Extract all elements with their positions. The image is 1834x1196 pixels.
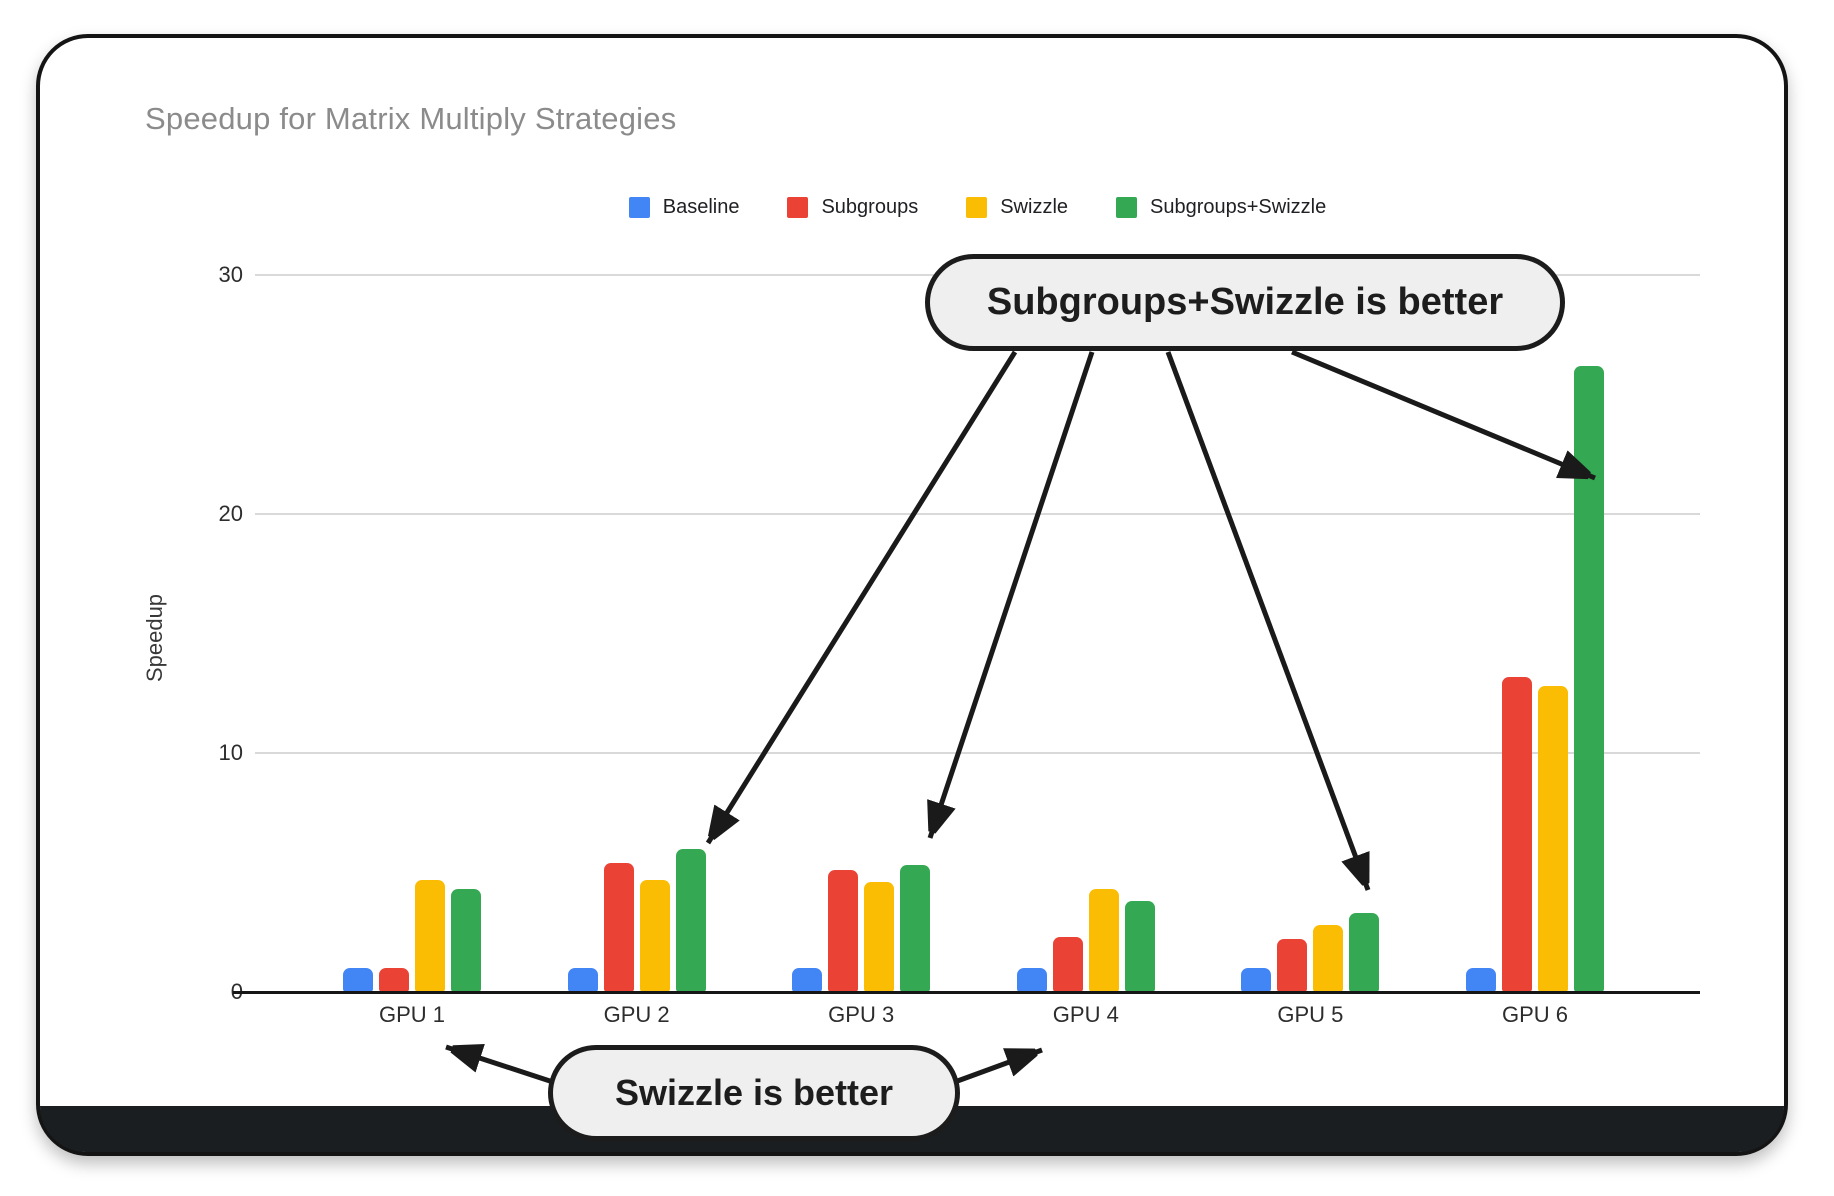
bar-gpu3-subgroups — [828, 870, 859, 992]
legend-label-subgroups+swizzle: Subgroups+Swizzle — [1150, 196, 1327, 218]
y-tick-30: 30 — [218, 262, 243, 287]
bar-gpu2-subgroups — [603, 862, 634, 992]
legend-swatch-baseline — [628, 197, 650, 218]
bar-gpu2-baseline — [567, 968, 598, 992]
x-label-1: GPU 1 — [378, 1002, 446, 1027]
bar-gpu6-subgroups+swizzle — [1574, 365, 1604, 992]
bar-gpu6-baseline — [1466, 968, 1496, 992]
bar-gpu3-swizzle — [864, 882, 895, 992]
bar-gpu1-baseline — [343, 968, 373, 992]
x-label-5: GPU 5 — [1277, 1002, 1344, 1027]
bar-gpu4-swizzle — [1088, 889, 1119, 992]
legend-label-swizzle: Swizzle — [1000, 196, 1069, 218]
legend-item-subgroups+swizzle: Subgroups+Swizzle — [1116, 196, 1326, 219]
y-tick-20: 20 — [218, 501, 243, 526]
callout-swizzle: Swizzle is better — [548, 1045, 960, 1141]
bar-gpu3-subgroups+swizzle — [900, 865, 931, 992]
bar-gpu6-swizzle — [1538, 686, 1568, 992]
bar-gpu4-subgroups — [1052, 937, 1083, 992]
bar-gpu1-subgroups+swizzle — [451, 889, 481, 992]
legend: Baseline Subgroups Swizzle Subgroups+Swizzl… — [255, 196, 1700, 219]
y-tick-0: 0 — [151, 979, 243, 1005]
callout-subgroups-swizzle: Subgroups+Swizzle is better — [925, 254, 1565, 351]
bar-gpu4-subgroups+swizzle — [1124, 901, 1155, 992]
bar-gpu3-baseline — [792, 968, 823, 992]
legend-swatch-subgroups — [787, 197, 809, 218]
bar-gpu1-subgroups — [379, 968, 409, 992]
bar-gpu2-subgroups+swizzle — [675, 848, 706, 992]
bar-gpu5-subgroups — [1277, 939, 1308, 992]
x-label-6: GPU 6 — [1501, 1002, 1569, 1027]
legend-label-subgroups: Subgroups — [821, 196, 919, 218]
y-tick-10: 10 — [218, 740, 243, 765]
bar-gpu5-subgroups+swizzle — [1349, 913, 1380, 992]
callout-subgroups-swizzle-text: Subgroups+Swizzle is better — [986, 281, 1504, 323]
legend-swatch-swizzle — [966, 197, 988, 218]
gridline-20 — [255, 513, 1700, 515]
bar-gpu5-swizzle — [1313, 925, 1344, 992]
callout-swizzle-text: Swizzle is better — [614, 1072, 894, 1113]
y-axis-title: Speedup — [142, 593, 167, 683]
bar-gpu1-swizzle — [415, 879, 445, 992]
legend-swatch-subgroups+swizzle — [1116, 197, 1138, 218]
bar-gpu4-baseline — [1016, 968, 1047, 992]
bar-gpu5-baseline — [1241, 968, 1272, 992]
chart-title: Speedup for Matrix Multiply Strategies — [145, 101, 677, 136]
x-label-3: GPU 3 — [828, 1002, 895, 1027]
bar-gpu2-swizzle — [639, 879, 670, 992]
legend-label-baseline: Baseline — [662, 196, 740, 218]
legend-item-subgroups: Subgroups — [787, 196, 918, 219]
legend-item-swizzle: Swizzle — [966, 196, 1068, 219]
x-label-4: GPU 4 — [1052, 1002, 1119, 1027]
legend-item-baseline: Baseline — [628, 196, 740, 219]
x-axis-line — [233, 991, 1700, 994]
x-label-2: GPU 2 — [603, 1002, 670, 1027]
gridline-10 — [255, 752, 1700, 754]
bar-gpu6-subgroups — [1502, 676, 1532, 992]
